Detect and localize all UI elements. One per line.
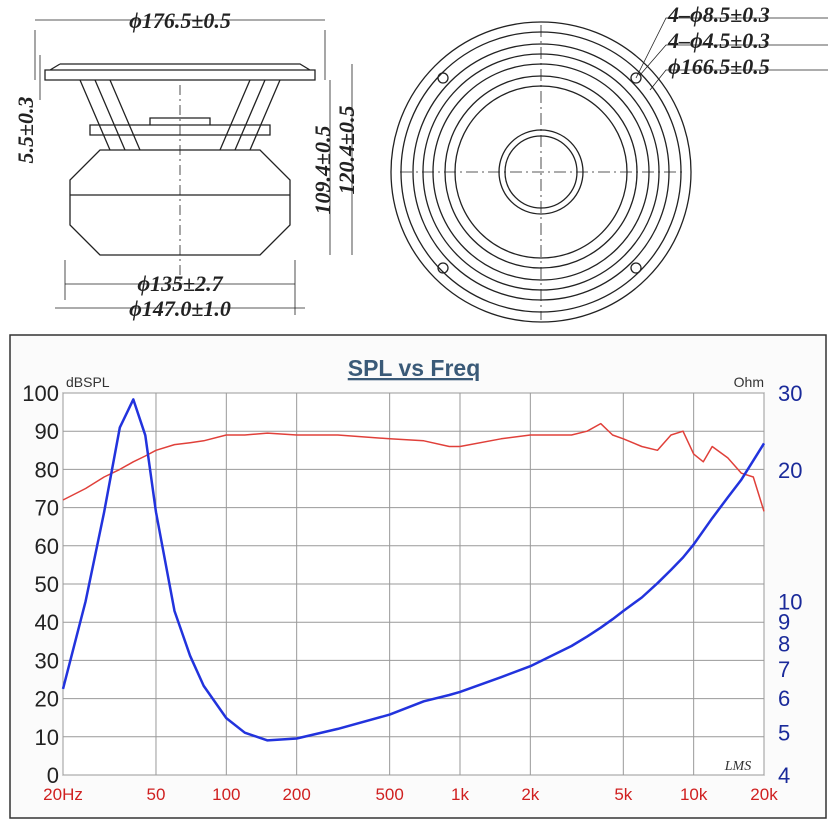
x-tick-label: 10k bbox=[680, 785, 708, 804]
dim-text: ϕ166.5±0.5 bbox=[668, 54, 770, 79]
y-tick-label: 40 bbox=[35, 610, 59, 635]
x-tick-label: 50 bbox=[147, 785, 166, 804]
watermark: LMS bbox=[724, 759, 751, 774]
basket-ring bbox=[89, 117, 271, 136]
y-tick-label: 0 bbox=[47, 763, 59, 788]
y-tick-label: 80 bbox=[35, 457, 59, 482]
chart: SPL vs Freq dBSPL Ohm LMS 20Hz 50 100 200 50… bbox=[9, 334, 827, 819]
y2-tick-label: 30 bbox=[778, 381, 802, 406]
leader-line bbox=[635, 17, 828, 91]
y-tick-label: 90 bbox=[35, 419, 59, 444]
y-tick-label: 100 bbox=[22, 381, 59, 406]
y2-tick-label: 20 bbox=[778, 458, 802, 483]
dim-text: 120.4±0.5 bbox=[334, 105, 359, 194]
series-line bbox=[62, 422, 765, 512]
series-line bbox=[61, 398, 766, 742]
y-tick-label: 70 bbox=[35, 496, 59, 521]
x-tick-label: 5k bbox=[614, 785, 632, 804]
y2-tick-label: 10 bbox=[778, 589, 802, 614]
dim-text: ϕ135±2.7 bbox=[137, 271, 223, 296]
x-tick-label: 20Hz bbox=[43, 785, 83, 804]
y-tick-label: 10 bbox=[35, 725, 59, 750]
basket-arm bbox=[79, 79, 281, 151]
x-tick-label: 500 bbox=[375, 785, 403, 804]
technical-drawing: ϕ176.5±0.5 ϕ135±2.7 ϕ147.0±1.0 5.5±0.3 1… bbox=[13, 2, 828, 323]
chart-title: SPL vs Freq bbox=[348, 355, 481, 381]
y-axis-label: dBSPL bbox=[66, 374, 110, 390]
y-tick-label: 60 bbox=[35, 534, 59, 559]
x-tick-label: 2k bbox=[521, 785, 539, 804]
y2-tick-label: 4 bbox=[778, 763, 790, 788]
dim-text: 109.4±0.5 bbox=[310, 125, 335, 214]
flange bbox=[44, 63, 316, 81]
x-tick-label: 200 bbox=[282, 785, 310, 804]
dim-text: ϕ176.5±0.5 bbox=[129, 8, 231, 33]
y2-axis-label: Ohm bbox=[734, 374, 764, 390]
y2-tick-label: 6 bbox=[778, 686, 790, 711]
y2-tick-label: 5 bbox=[778, 721, 790, 746]
x-tick-label: 20k bbox=[750, 785, 778, 804]
y2-tick-label: 9 bbox=[778, 609, 790, 634]
y-tick-label: 20 bbox=[35, 687, 59, 712]
y-tick-label: 50 bbox=[35, 572, 59, 597]
x-tick-label: 100 bbox=[212, 785, 240, 804]
dim-text: 4–ϕ8.5±0.3 bbox=[667, 2, 770, 27]
y2-tick-label: 8 bbox=[778, 632, 790, 657]
y-tick-label: 30 bbox=[35, 648, 59, 673]
dim-text: ϕ147.0±1.0 bbox=[129, 296, 231, 321]
dim-text: 5.5±0.3 bbox=[13, 96, 38, 163]
x-tick-label: 1k bbox=[451, 785, 469, 804]
y2-tick-label: 7 bbox=[778, 657, 790, 682]
dim-text: 4–ϕ4.5±0.3 bbox=[667, 28, 770, 53]
